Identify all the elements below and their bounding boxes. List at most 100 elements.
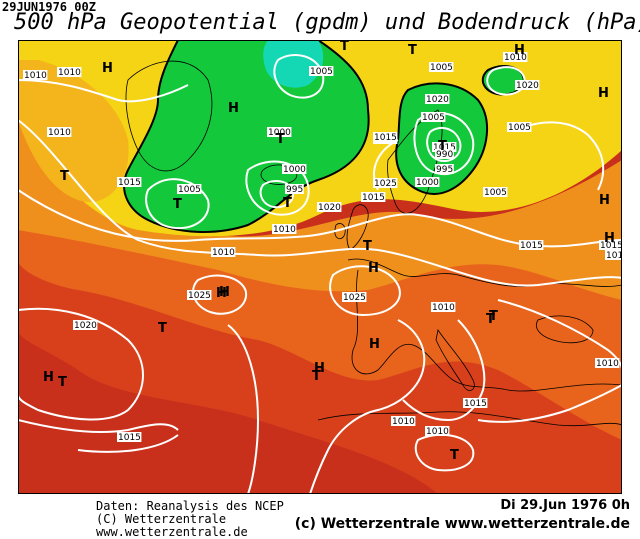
pressure-label-bg xyxy=(415,177,440,187)
valid-time: Di 29.Jun 1976 0h xyxy=(500,498,630,513)
high-pressure-marker: H xyxy=(102,61,113,76)
isobar-1005-west xyxy=(145,178,210,230)
pressure-label: 1000 xyxy=(416,178,439,188)
pressure-label: 1005 xyxy=(430,63,453,73)
isobar-1020-sw xyxy=(18,307,144,421)
pressure-label-bg xyxy=(272,224,297,234)
pressure-label: 1020 xyxy=(74,321,97,331)
high-pressure-marker: H xyxy=(604,231,615,246)
pressure-label: 1015 xyxy=(433,143,456,153)
pressure-label: 990 xyxy=(436,150,453,160)
pressure-label: 995 xyxy=(436,165,453,175)
low-pressure-marker: T xyxy=(276,132,285,147)
high-pressure-marker: H xyxy=(369,337,380,352)
pressure-label: 1010 xyxy=(273,225,296,235)
isobar-1020-long xyxy=(18,119,622,287)
pressure-label-bg xyxy=(391,416,416,426)
low-pressure-marker: T xyxy=(438,139,447,154)
pressure-label-bg xyxy=(47,127,72,137)
high-pressure-marker: H xyxy=(228,101,239,116)
pressure-label-bg xyxy=(361,192,386,202)
isobar-1005-ne xyxy=(517,121,605,191)
isobar-1000-center xyxy=(245,160,310,216)
pressure-label: 1005 xyxy=(484,188,507,198)
pressure-label: 1025 xyxy=(374,179,397,189)
pressure-label: 1015 xyxy=(118,433,141,443)
isobar-1010-east xyxy=(477,299,622,423)
isobar-1015-center xyxy=(402,319,486,422)
pressure-label: 1015 xyxy=(118,178,141,188)
pressure-label-bg xyxy=(177,184,202,194)
low-pressure-marker: T xyxy=(158,321,167,336)
pressure-label: 1010 xyxy=(606,251,622,261)
pressure-label-bg xyxy=(73,320,98,330)
pressure-label-bg xyxy=(23,70,48,80)
pressure-label-bg xyxy=(282,164,307,174)
pressure-label: 1010 xyxy=(432,303,455,313)
pressure-label: 1005 xyxy=(178,185,201,195)
pressure-label-bg xyxy=(503,52,528,62)
pressure-label-bg xyxy=(425,94,450,104)
weather-map: 1010 1010 1015 1005 1000 1000 995 1005 1005 1010 1… xyxy=(18,40,622,494)
high-pressure-marker: H xyxy=(216,286,227,301)
pressure-label-bg xyxy=(515,80,540,90)
low-pressure-marker: T xyxy=(408,43,417,58)
low-pressure-marker: T xyxy=(486,312,495,327)
pressure-label: 1015 xyxy=(464,399,487,409)
pressure-label-bg xyxy=(309,66,334,76)
date-stamp: 29JUN1976 00Z xyxy=(2,0,96,14)
low-pressure-marker: T xyxy=(363,239,372,254)
pressure-label: 1015 xyxy=(600,241,622,251)
high-pressure-marker: H xyxy=(598,86,609,101)
high-pressure-marker: H xyxy=(219,285,230,300)
pressure-label-bg xyxy=(187,290,212,300)
isobar-1000-north xyxy=(273,54,325,99)
coast-north-africa xyxy=(317,411,622,427)
pressure-label: 1005 xyxy=(422,113,445,123)
credit-url: www.wetterzentrale.de xyxy=(96,525,248,539)
pressure-label-bg xyxy=(421,112,446,122)
pressure-label-bg xyxy=(507,122,532,132)
pressure-label: 1025 xyxy=(343,293,366,303)
pressure-label-bg xyxy=(605,250,622,260)
low-pressure-marker: T xyxy=(340,40,349,54)
pressure-label-bg xyxy=(483,187,508,197)
pressure-label-bg xyxy=(435,149,454,159)
pressure-label: 1010 xyxy=(392,417,415,427)
high-pressure-marker: H xyxy=(314,361,325,376)
low-pressure-marker: T xyxy=(60,169,69,184)
credit-source: Daten: Reanalysis des NCEP xyxy=(96,499,284,513)
low-pressure-marker: T xyxy=(173,197,182,212)
high-pressure-marker: H xyxy=(43,370,54,385)
pressure-label: 1010 xyxy=(426,427,449,437)
low-pressure-marker: T xyxy=(450,448,459,463)
coast-europe xyxy=(347,258,622,392)
coast-black-sea xyxy=(536,315,594,344)
pressure-label: 1020 xyxy=(516,81,539,91)
pressure-label-bg xyxy=(425,426,450,436)
chart-title: 500 hPa Geopotential (gpdm) und Bodendru… xyxy=(14,10,640,35)
pressure-label: 1000 xyxy=(268,128,291,138)
pressure-label: 1020 xyxy=(426,95,449,105)
low-pressure-marker: T xyxy=(283,196,292,211)
pressure-label: 1010 xyxy=(58,68,81,78)
high-pressure-marker: H xyxy=(514,43,525,58)
pressure-label-bg xyxy=(117,432,142,442)
pressure-label: 995 xyxy=(286,185,303,195)
pressure-label: 1005 xyxy=(508,123,531,133)
pressure-label-bg xyxy=(463,398,488,408)
coast-italy xyxy=(435,328,475,391)
low-pressure-marker: T xyxy=(58,375,67,390)
isobar-1025-sw xyxy=(18,419,179,453)
pressure-label: 1010 xyxy=(24,71,47,81)
copyright-banner: (c) Wetterzentrale www.wetterzentrale.de xyxy=(294,516,630,532)
isobar-995-center xyxy=(259,179,295,209)
pressure-label-bg xyxy=(373,178,398,188)
coast-british-isles xyxy=(346,204,369,251)
pressure-label: 1010 xyxy=(596,359,619,369)
pressure-label: 1010 xyxy=(48,128,71,138)
pressure-label: 1000 xyxy=(283,165,306,175)
pressure-label: 1020 xyxy=(318,203,341,213)
